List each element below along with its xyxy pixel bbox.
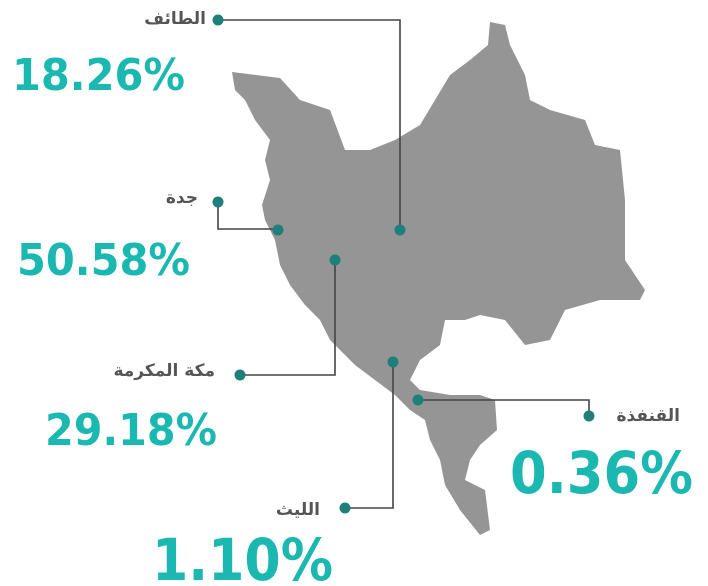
region-share: 1.10% [152, 526, 333, 586]
location-dot [412, 394, 424, 406]
label-dot [583, 410, 595, 422]
location-dot [394, 224, 406, 236]
region-name: مكة المكرمة [113, 361, 215, 381]
location-dot [329, 254, 341, 266]
label-dot [234, 369, 246, 381]
label-dot [339, 502, 351, 514]
connector [345, 362, 394, 509]
location-dot [387, 356, 399, 368]
region-map [232, 22, 645, 535]
location-dot [272, 224, 284, 236]
label-dot [212, 14, 224, 26]
connector [217, 202, 278, 230]
region-name: الليث [276, 500, 320, 520]
region-share: 18.26% [12, 50, 185, 101]
region-name: جدة [166, 188, 198, 208]
region-name: الطائف [144, 9, 206, 29]
region-share: 50.58% [17, 235, 190, 286]
region-name: القنفذة [617, 406, 680, 426]
connector [240, 260, 336, 376]
connector [218, 19, 401, 230]
region-share: 0.36% [510, 439, 693, 507]
label-dot [212, 196, 224, 208]
region-share: 29.18% [45, 405, 217, 456]
